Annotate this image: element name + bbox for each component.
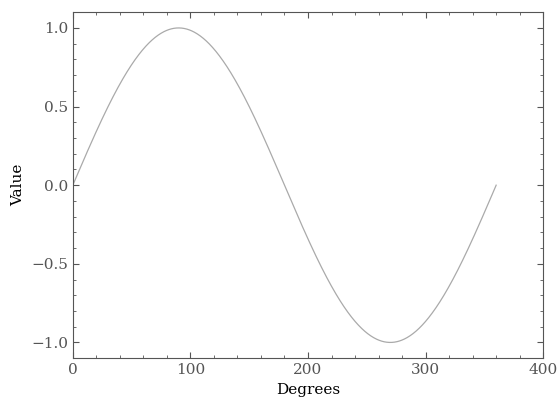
X-axis label: Degrees: Degrees xyxy=(276,383,340,396)
Y-axis label: Value: Value xyxy=(11,164,25,206)
